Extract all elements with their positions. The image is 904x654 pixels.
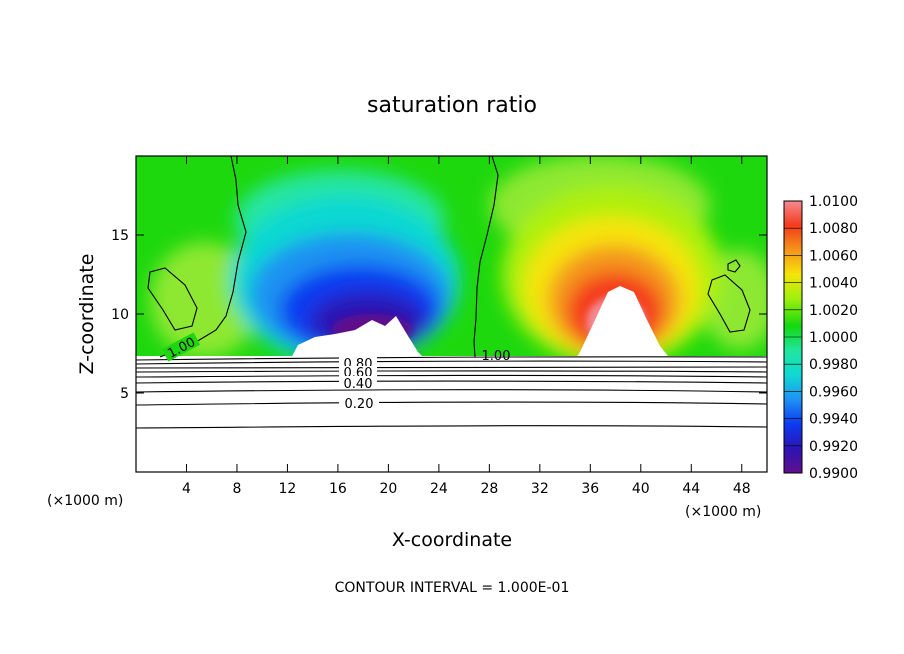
contour-interval-note: CONTOUR INTERVAL = 1.000E-01 — [335, 580, 570, 596]
colorbar-tick-label: 1.0000 — [809, 330, 858, 346]
contour-label: 0.40 — [344, 377, 373, 392]
y-axis-title: Z-coordinate — [76, 254, 98, 375]
colorbar-tick-label: 1.0100 — [809, 194, 858, 210]
colorbar-tick-label: 0.9940 — [809, 412, 858, 428]
colorbar: 0.9900 0.9920 0.9940 0.9960 0.9980 1.0000 1.00… — [783, 194, 858, 482]
x-tick-label: 8 — [232, 481, 241, 497]
contour-line — [707, 274, 751, 333]
contour-line — [727, 259, 741, 273]
colorbar-tick-label: 0.9980 — [809, 357, 858, 373]
contour-label: 1.00 — [482, 349, 511, 364]
saturation-field — [136, 156, 767, 472]
contour-line — [136, 360, 767, 365]
colorbar-tick-label: 0.9920 — [809, 439, 858, 455]
contour-line — [136, 401, 767, 406]
chart-title: saturation ratio — [367, 93, 537, 118]
x-tick-label: 28 — [480, 481, 498, 497]
x-tick-label: 40 — [632, 481, 650, 497]
x-tick-label: 36 — [581, 481, 599, 497]
contour-line — [136, 389, 767, 393]
x-tick-label: 24 — [430, 481, 448, 497]
y-tick-label: 15 — [111, 228, 129, 244]
y-tick-label: 5 — [120, 386, 129, 402]
x-tick-label: 16 — [329, 481, 347, 497]
contour-line — [136, 356, 767, 361]
x-axis-unit-right: (×1000 m) — [685, 504, 761, 520]
y-axis: 5 10 15 — [111, 228, 767, 402]
x-tick-label: 44 — [682, 481, 700, 497]
contour-line — [136, 425, 767, 429]
colorbar-tick-label: 1.0040 — [809, 276, 858, 292]
colorbar-tick-label: 0.9900 — [809, 466, 858, 482]
contour-line — [136, 380, 767, 384]
contour-line — [147, 267, 198, 331]
x-axis-unit-left: (×1000 m) — [47, 493, 123, 509]
contour-line — [136, 370, 767, 373]
contour-line — [473, 156, 499, 358]
x-tick-label: 20 — [379, 481, 397, 497]
x-axis-title: X-coordinate — [392, 529, 512, 551]
x-tick-label: 48 — [733, 481, 751, 497]
x-axis: 4 8 12 16 20 24 28 32 36 40 44 48 — [182, 156, 751, 497]
x-tick-label: 32 — [531, 481, 549, 497]
colorbar-tick-label: 1.0020 — [809, 303, 858, 319]
x-tick-label: 4 — [182, 481, 191, 497]
contour-label: 0.20 — [345, 397, 374, 412]
colorbar-tick-label: 1.0080 — [809, 221, 858, 237]
contour-labels: 1.00 1.00 0.80 0.60 0.40 0.20 — [161, 332, 511, 412]
x-tick-label: 12 — [279, 481, 297, 497]
colorbar-tick-label: 1.0060 — [809, 248, 858, 264]
contour-line — [136, 374, 767, 378]
y-tick-label: 10 — [111, 307, 129, 323]
colorbar-tick-label: 0.9960 — [809, 384, 858, 400]
